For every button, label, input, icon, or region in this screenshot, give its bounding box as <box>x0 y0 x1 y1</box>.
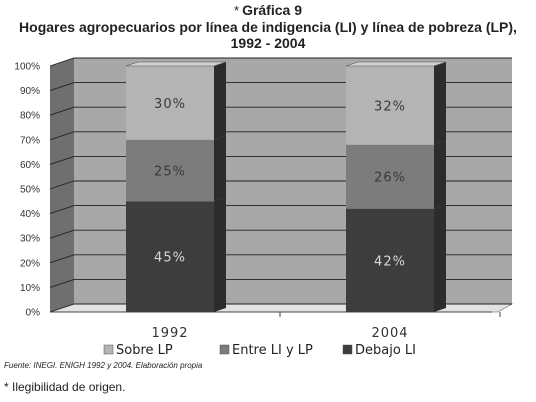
bar-side <box>214 197 226 312</box>
legend-swatch <box>103 344 114 355</box>
chart-titles: * Gráfica 9 Hogares agropecuarios por lín… <box>0 0 536 51</box>
data-label: 32% <box>374 99 406 114</box>
gridline <box>49 57 512 67</box>
illegibility-marker: * <box>234 3 240 18</box>
chart-label: * Gráfica 9 <box>0 2 536 19</box>
y-tick-label: 30% <box>20 234 40 245</box>
source-note: Fuente: INEGI. ENIGH 1992 y 2004. Elabor… <box>4 361 203 370</box>
bar-side <box>434 62 446 145</box>
illegibility-note: * Ilegibilidad de origen. <box>4 380 126 394</box>
data-label: 30% <box>154 97 186 112</box>
y-tick-label: 10% <box>20 283 40 294</box>
legend-label: Entre LI y LP <box>232 343 313 358</box>
x-tick-label: 1992 <box>151 326 188 341</box>
y-tick-label: 100% <box>14 62 40 73</box>
chart-number: Gráfica 9 <box>242 2 302 18</box>
x-tick-label: 2004 <box>371 326 408 341</box>
bar-segment <box>126 66 214 140</box>
data-label: 25% <box>154 165 186 180</box>
bar-segment <box>126 139 214 202</box>
chart-title: Hogares agropecuarios por línea de indig… <box>19 19 517 35</box>
bar-side <box>434 140 446 209</box>
y-tick-label: 20% <box>20 258 40 269</box>
chart-subtitle: 1992 - 2004 <box>230 35 306 51</box>
data-label: 26% <box>374 171 406 186</box>
data-label: 42% <box>374 254 406 269</box>
y-tick-label: 80% <box>20 111 40 122</box>
bar-segment <box>126 201 214 312</box>
bar-segment <box>346 208 434 312</box>
bar-side <box>214 62 226 140</box>
bar-side <box>214 135 226 202</box>
legend-label: Debajo LI <box>355 343 416 358</box>
legend-label: Sobre LP <box>116 343 173 358</box>
bar-side <box>434 204 446 312</box>
bar-segment <box>346 144 434 209</box>
y-tick-label: 90% <box>20 86 40 97</box>
y-tick-label: 0% <box>26 308 41 319</box>
y-tick-label: 40% <box>20 209 40 220</box>
legend-swatch <box>342 344 353 355</box>
legend-swatch <box>219 344 230 355</box>
bar-top <box>125 61 227 67</box>
bar-segment <box>346 66 434 145</box>
y-tick-label: 60% <box>20 160 40 171</box>
data-label: 45% <box>154 251 186 266</box>
y-tick-label: 70% <box>20 135 40 146</box>
y-tick-label: 50% <box>20 185 40 196</box>
bar-top <box>345 61 447 67</box>
